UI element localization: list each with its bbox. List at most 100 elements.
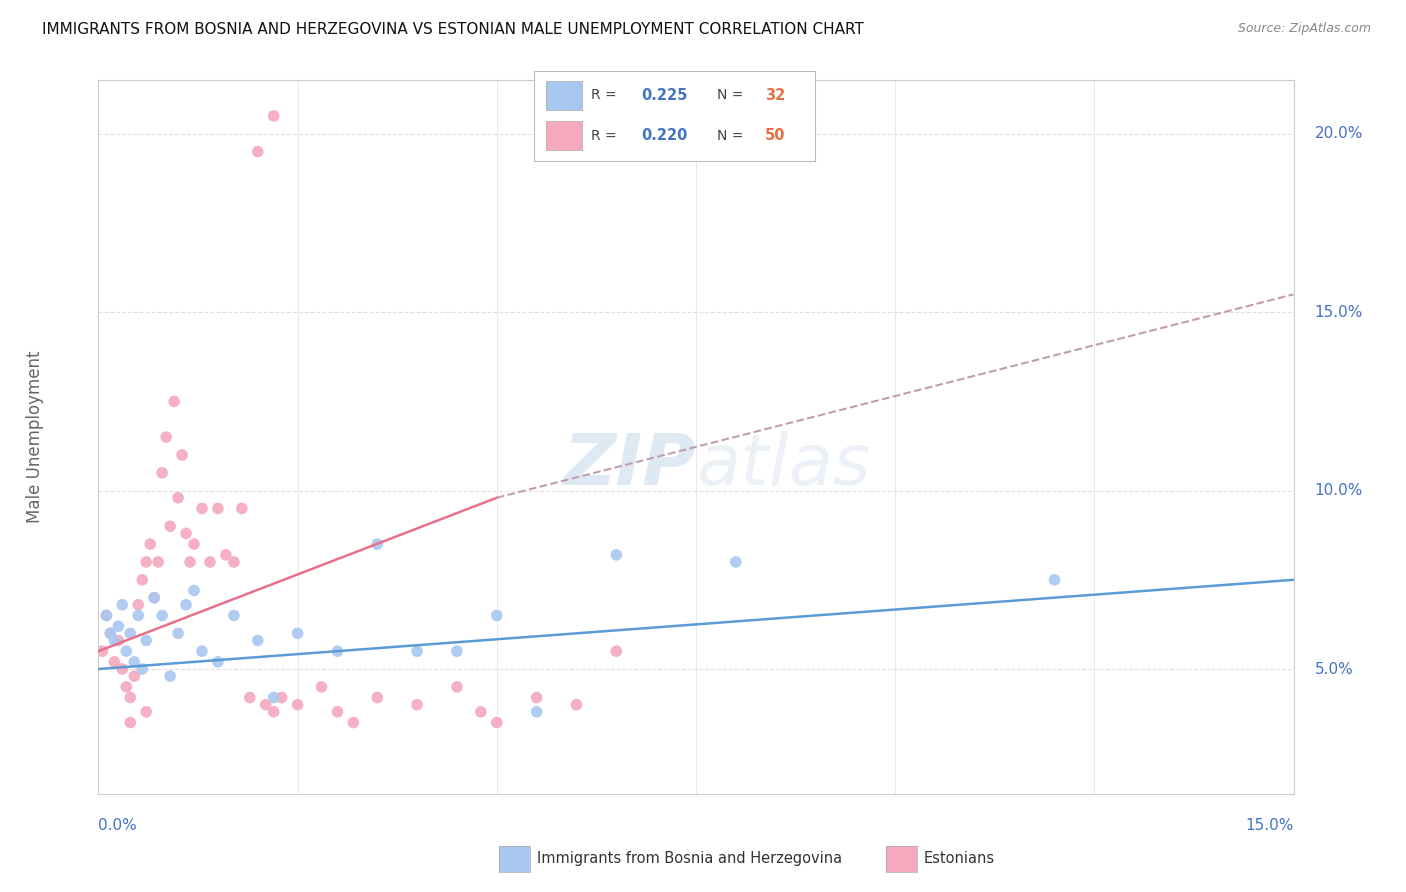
Point <box>127 608 149 623</box>
Point <box>159 669 181 683</box>
Text: atlas: atlas <box>696 431 870 500</box>
Point <box>172 448 194 462</box>
Point <box>111 662 134 676</box>
Point <box>254 698 277 712</box>
Point <box>155 430 177 444</box>
Point <box>115 680 138 694</box>
Text: R =: R = <box>591 88 620 103</box>
Point <box>98 626 122 640</box>
Point <box>103 633 125 648</box>
Point <box>150 608 173 623</box>
Text: 15.0%: 15.0% <box>1246 818 1294 832</box>
Point <box>120 690 142 705</box>
Point <box>91 644 114 658</box>
Point <box>107 633 129 648</box>
Point <box>96 608 118 623</box>
Point <box>96 608 118 623</box>
Point <box>143 591 166 605</box>
Point <box>565 698 588 712</box>
Point <box>135 555 157 569</box>
Point <box>191 644 214 658</box>
Point <box>135 633 157 648</box>
Text: 50: 50 <box>765 128 786 143</box>
Point <box>103 655 125 669</box>
Text: 10.0%: 10.0% <box>1315 483 1362 498</box>
Text: Estonians: Estonians <box>924 851 995 865</box>
Bar <box>546 121 582 150</box>
Point <box>366 537 388 551</box>
Text: 0.225: 0.225 <box>641 88 688 103</box>
Point <box>135 705 157 719</box>
Point <box>724 555 747 569</box>
Point <box>326 644 349 658</box>
Point <box>127 598 149 612</box>
Text: 0.0%: 0.0% <box>98 818 138 832</box>
Point <box>131 662 153 676</box>
Point <box>485 715 508 730</box>
Point <box>120 626 142 640</box>
Point <box>191 501 214 516</box>
Point <box>446 644 468 658</box>
Point <box>406 698 429 712</box>
Point <box>287 698 309 712</box>
Point <box>1043 573 1066 587</box>
Point <box>470 705 492 719</box>
Point <box>174 526 197 541</box>
Point <box>246 633 269 648</box>
Point <box>98 626 122 640</box>
Point <box>120 715 142 730</box>
Point <box>148 555 170 569</box>
Bar <box>546 81 582 110</box>
Point <box>342 715 364 730</box>
Text: Male Unemployment: Male Unemployment <box>27 351 44 524</box>
Text: IMMIGRANTS FROM BOSNIA AND HERZEGOVINA VS ESTONIAN MALE UNEMPLOYMENT CORRELATION: IMMIGRANTS FROM BOSNIA AND HERZEGOVINA V… <box>42 22 865 37</box>
Point <box>222 555 245 569</box>
Point <box>366 690 388 705</box>
Point <box>526 690 548 705</box>
Text: 0.220: 0.220 <box>641 128 688 143</box>
Point <box>198 555 221 569</box>
Point <box>167 491 190 505</box>
Point <box>179 555 201 569</box>
Point <box>263 109 285 123</box>
Text: N =: N = <box>717 128 748 143</box>
Point <box>270 690 292 705</box>
Point <box>207 655 229 669</box>
Text: 32: 32 <box>765 88 785 103</box>
Point <box>605 644 627 658</box>
Point <box>239 690 262 705</box>
Text: N =: N = <box>717 88 748 103</box>
Text: 20.0%: 20.0% <box>1315 127 1362 141</box>
Point <box>311 680 333 694</box>
Point <box>167 626 190 640</box>
Point <box>446 680 468 694</box>
Point <box>263 705 285 719</box>
Point <box>115 644 138 658</box>
Point <box>326 705 349 719</box>
Point <box>222 608 245 623</box>
Text: Source: ZipAtlas.com: Source: ZipAtlas.com <box>1237 22 1371 36</box>
Text: Immigrants from Bosnia and Herzegovina: Immigrants from Bosnia and Herzegovina <box>537 851 842 865</box>
Point <box>183 537 205 551</box>
Point <box>159 519 181 533</box>
Point <box>131 573 153 587</box>
Point <box>111 598 134 612</box>
Point <box>231 501 253 516</box>
Point <box>143 591 166 605</box>
Point <box>263 690 285 705</box>
Point <box>183 583 205 598</box>
Point <box>215 548 238 562</box>
Text: ZIP: ZIP <box>564 431 696 500</box>
Text: R =: R = <box>591 128 620 143</box>
Point <box>150 466 173 480</box>
Point <box>246 145 269 159</box>
Point <box>406 644 429 658</box>
Point <box>287 626 309 640</box>
Point <box>107 619 129 633</box>
Point <box>174 598 197 612</box>
Point <box>526 705 548 719</box>
Point <box>207 501 229 516</box>
Point <box>124 669 146 683</box>
Point <box>163 394 186 409</box>
Point <box>485 608 508 623</box>
